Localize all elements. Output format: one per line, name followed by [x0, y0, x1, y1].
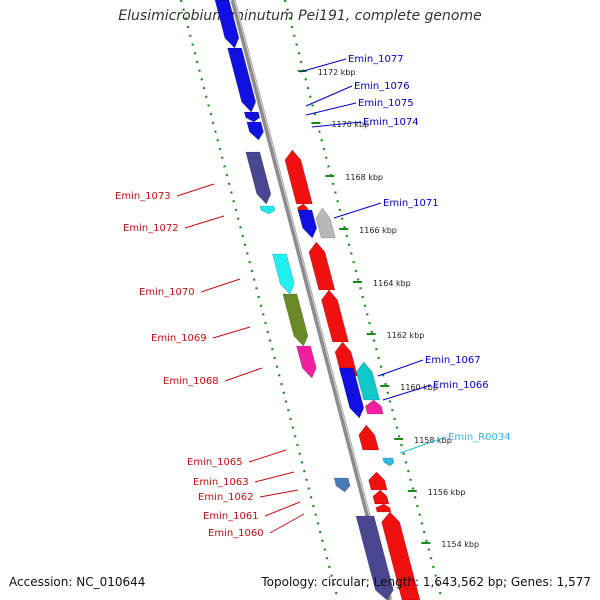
- scale-ticks: 1172 kbp 1170 kbp 1168 kbp 1166 kbp 1164 kbp…: [297, 68, 479, 549]
- label-leader-line: [377, 359, 424, 377]
- gene-arrow-emin_r0034[interactable]: [382, 457, 395, 467]
- genome-summary-text: Topology: circular; Length: 1,643,562 bp…: [261, 575, 591, 589]
- label-leader-line: [299, 58, 347, 73]
- gene-arrow-emin_1066[interactable]: [355, 361, 381, 401]
- gene-label-emin_1060[interactable]: Emin_1060: [208, 528, 264, 539]
- scale-tick-label: 1162 kbp: [387, 331, 425, 340]
- label-leader-line: [176, 183, 215, 197]
- gene-label-emin_1071[interactable]: Emin_1071: [383, 198, 439, 209]
- gene-arrow-emin_1060[interactable]: [381, 511, 421, 600]
- gene-arrow-emin_1066b[interactable]: [364, 399, 384, 415]
- label-leader-line: [269, 513, 305, 534]
- gene-features: [214, 0, 421, 600]
- label-leader-line: [254, 471, 295, 483]
- gene-arrow-emin_1065[interactable]: [358, 424, 380, 451]
- label-leader-line: [248, 449, 287, 463]
- gene-arrow-emin_1073[interactable]: [284, 149, 313, 205]
- gene-arrow-emin_1063[interactable]: [368, 471, 388, 491]
- scale-tick-label: 1158 kbp: [414, 436, 452, 445]
- scale-tick-label: 1168 kbp: [345, 173, 383, 182]
- gene-label-emin_1062[interactable]: Emin_1062: [198, 492, 254, 503]
- gene-arrow-emin_1067[interactable]: [338, 367, 365, 419]
- scale-tick-label: 1160 kbp: [400, 383, 438, 392]
- label-leader-line: [333, 202, 382, 219]
- gene-label-emin_1069[interactable]: Emin_1069: [151, 333, 207, 344]
- gene-label-emin_1061[interactable]: Emin_1061: [203, 511, 259, 522]
- inner-dotted-ring: [179, 0, 340, 600]
- label-leader-line: [224, 367, 263, 382]
- label-leader-line: [382, 384, 432, 401]
- gene-arrow-emin_1061[interactable]: [375, 503, 392, 513]
- gene-label-emin_1072[interactable]: Emin_1072: [123, 223, 179, 234]
- scale-tick-label: 1166 kbp: [359, 226, 397, 235]
- gene-arrow-emin_1070b[interactable]: [272, 253, 295, 295]
- label-leader-line: [311, 121, 362, 128]
- gene-label-emin_1073[interactable]: Emin_1073: [115, 191, 171, 202]
- gene-arrow-emin_1063b[interactable]: [333, 477, 351, 493]
- gene-label-emin_1067[interactable]: Emin_1067: [425, 355, 481, 366]
- gene-label-emin_1077[interactable]: Emin_1077: [348, 54, 404, 65]
- label-leader-line: [305, 85, 353, 107]
- gene-arrow-emin_1069[interactable]: [321, 289, 349, 343]
- label-leader-line: [184, 215, 225, 229]
- gene-label-emin_r0034[interactable]: Emin_R0034: [448, 432, 511, 443]
- accession-text: Accession: NC_010644: [9, 575, 146, 589]
- label-leader-line: [212, 326, 251, 339]
- gene-arrow-emin_1068b[interactable]: [296, 345, 317, 379]
- scale-tick-label: 1154 kbp: [441, 540, 479, 549]
- gene-arrow-emin_1075[interactable]: [243, 111, 261, 123]
- gene-label-emin_1070[interactable]: Emin_1070: [139, 287, 195, 298]
- scale-tick-label: 1164 kbp: [373, 279, 411, 288]
- map-title: Elusimicrobium minutum Pei191, complete …: [118, 8, 482, 24]
- gene-label-emin_1074[interactable]: Emin_1074: [363, 117, 419, 128]
- gene-arrow-emin_1072b[interactable]: [259, 205, 276, 215]
- gene-arrow-emin_1071b[interactable]: [315, 207, 336, 239]
- gene-arrow-emin_1062[interactable]: [372, 489, 390, 505]
- scale-tick-label: 1170 kbp: [331, 120, 369, 129]
- scale-tick-label: 1172 kbp: [318, 68, 356, 77]
- gene-label-emin_1066[interactable]: Emin_1066: [433, 380, 489, 391]
- gene-label-emin_1068[interactable]: Emin_1068: [163, 376, 219, 387]
- label-leader-line: [259, 489, 299, 498]
- gene-arrow-emin_1076[interactable]: [227, 47, 257, 113]
- gene-arrow-emin_1060b[interactable]: [355, 515, 394, 600]
- label-leader-line: [200, 278, 241, 293]
- label-leader-line: [399, 436, 447, 454]
- gene-label-emin_1075[interactable]: Emin_1075: [358, 98, 414, 109]
- gene-arrow-emin_1073b[interactable]: [245, 151, 272, 205]
- gene-arrow-emin_1074[interactable]: [246, 121, 264, 141]
- genome-backbone: [230, 0, 393, 600]
- gene-label-emin_1063[interactable]: Emin_1063: [193, 477, 249, 488]
- label-leader-line: [305, 102, 357, 116]
- gene-arrow-emin_1077[interactable]: [214, 0, 240, 49]
- gene-label-emin_1076[interactable]: Emin_1076: [354, 81, 410, 92]
- gene-labels: Emin_1077 Emin_1076 Emin_1075 Emin_1074 Emin…: [115, 54, 511, 539]
- scale-tick-label: 1156 kbp: [428, 488, 466, 497]
- gene-label-emin_1065[interactable]: Emin_1065: [187, 457, 243, 468]
- backbone-line: [230, 0, 393, 600]
- label-leader-line: [264, 501, 301, 517]
- gene-arrow-emin_1071[interactable]: [297, 209, 318, 239]
- gene-arrow-emin_1069b[interactable]: [282, 293, 309, 347]
- gene-arrow-emin_1070[interactable]: [308, 241, 336, 291]
